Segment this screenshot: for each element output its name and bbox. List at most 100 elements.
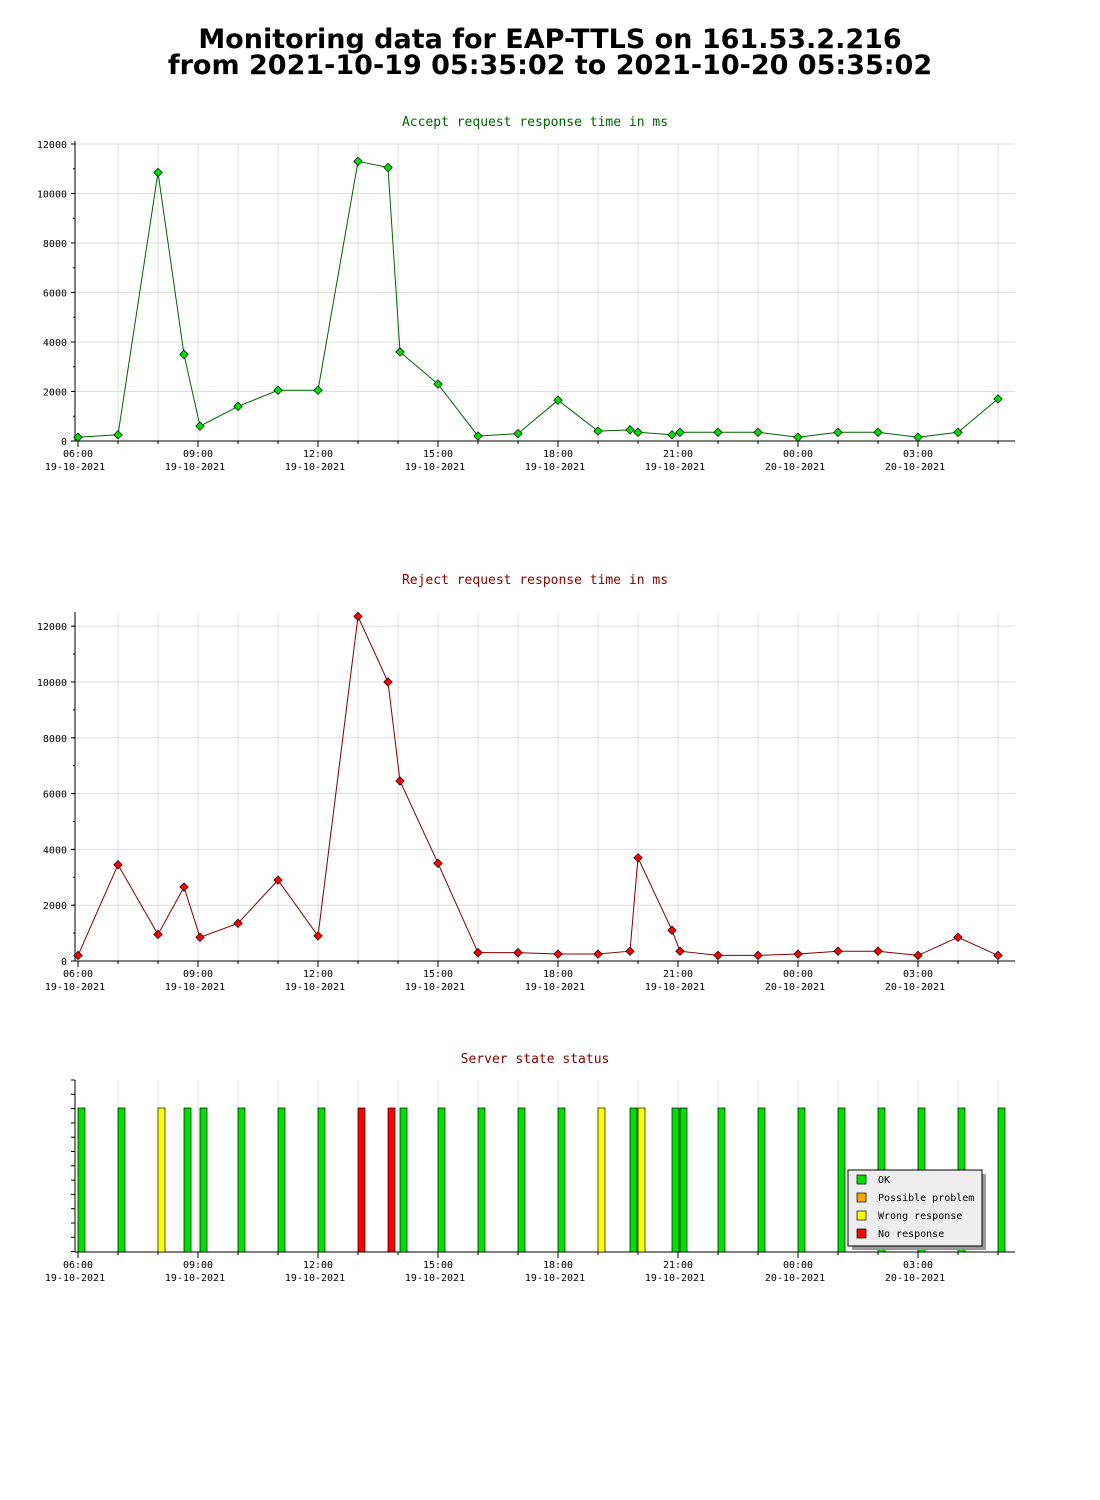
page-title-line-2: from 2021-10-19 05:35:02 to 2021-10-20 0…: [167, 50, 933, 81]
state-bar-ok: [277, 1107, 286, 1253]
state-bar-ok: [757, 1107, 766, 1253]
state-bar-ok: [679, 1107, 688, 1253]
reject-data-point: [633, 853, 643, 863]
accept-x-tick-time: 12:00: [303, 449, 333, 460]
state-bar-ok: [199, 1107, 208, 1253]
state-bar-ok: [399, 1107, 408, 1253]
legend-label-wrong_response: Wrong response: [878, 1211, 962, 1222]
accept-data-point: [73, 432, 83, 442]
state-bar-wrong_response: [637, 1107, 646, 1253]
state-bar-ok: [477, 1107, 486, 1253]
state-bar-ok: [317, 1107, 326, 1253]
accept-y-tick-label: 0: [61, 437, 67, 448]
legend-swatch-no_response: [856, 1228, 867, 1239]
accept-data-point: [753, 427, 763, 438]
accept-x-tick-date: 19-10-2021: [285, 462, 345, 473]
accept-x-tick-date: 20-10-2021: [885, 462, 945, 473]
state-x-tick-time: 12:00: [303, 1260, 333, 1271]
state-x-tick-time: 15:00: [423, 1260, 453, 1271]
reject-y-tick-label: 6000: [43, 790, 67, 801]
accept-y-tick-label: 4000: [43, 338, 67, 349]
state-bar-ok: [671, 1107, 680, 1253]
legend-label-possible_problem: Possible problem: [878, 1193, 974, 1204]
reject-data-point: [395, 776, 405, 786]
accept-y-tick-label: 2000: [43, 388, 67, 399]
state-x-tick-date: 20-10-2021: [765, 1273, 825, 1284]
reject-x-tick-date: 19-10-2021: [45, 982, 105, 993]
state-bar-ok: [997, 1107, 1006, 1253]
reject-data-point: [713, 950, 723, 961]
reject-y-tick-label: 2000: [43, 901, 67, 912]
accept-chart-title: Accept request response time in ms: [402, 115, 668, 130]
state-bar-ok: [77, 1107, 86, 1253]
reject-x-tick-time: 12:00: [303, 969, 333, 980]
accept-data-point: [313, 385, 323, 395]
accept-data-point: [433, 379, 443, 389]
accept-data-point: [113, 430, 123, 440]
state-x-tick-time: 18:00: [543, 1260, 573, 1271]
accept-data-point: [353, 156, 363, 167]
accept-data-point: [993, 394, 1003, 404]
legend-swatch-ok: [856, 1174, 867, 1185]
reject-x-tick-date: 20-10-2021: [765, 982, 825, 993]
state-bar-no_response: [387, 1107, 396, 1253]
accept-x-tick-date: 19-10-2021: [45, 462, 105, 473]
reject-data-point: [913, 950, 923, 961]
state-bar-ok: [183, 1107, 192, 1253]
reject-y-tick-label: 12000: [37, 622, 67, 633]
accept-x-tick-time: 18:00: [543, 449, 573, 460]
state-x-tick-time: 03:00: [903, 1260, 933, 1271]
accept-x-tick-time: 03:00: [903, 449, 933, 460]
accept-y-tick-label: 10000: [37, 190, 67, 201]
state-bar-wrong_response: [597, 1107, 606, 1253]
accept-x-tick-date: 19-10-2021: [525, 462, 585, 473]
reject-x-tick-time: 21:00: [663, 969, 693, 980]
reject-data-point: [593, 949, 603, 959]
state-bar-ok: [437, 1107, 446, 1253]
legend-label-ok: OK: [878, 1175, 890, 1186]
reject-data-point: [993, 950, 1003, 961]
state-x-tick-date: 19-10-2021: [285, 1273, 345, 1284]
state-x-tick-date: 20-10-2021: [885, 1273, 945, 1284]
state-x-tick-date: 19-10-2021: [645, 1273, 705, 1284]
reject-series-line: [77, 614, 999, 956]
state-bar-ok: [629, 1107, 638, 1253]
state-x-tick-time: 09:00: [183, 1260, 213, 1271]
reject-data-point: [273, 875, 283, 885]
reject-data-point: [473, 947, 483, 958]
state-x-tick-date: 19-10-2021: [405, 1273, 465, 1284]
reject-data-point: [113, 860, 123, 870]
reject-x-tick-date: 19-10-2021: [645, 982, 705, 993]
accept-x-tick-time: 09:00: [183, 449, 213, 460]
state-bar-ok: [837, 1107, 846, 1253]
accept-data-point: [553, 395, 563, 405]
accept-data-point: [953, 427, 963, 438]
accept-data-point: [273, 385, 283, 395]
accept-data-point: [395, 347, 405, 357]
reject-chart-title: Reject request response time in ms: [402, 573, 668, 588]
accept-y-tick-label: 6000: [43, 289, 67, 300]
reject-data-point: [233, 918, 243, 929]
reject-data-point: [873, 946, 883, 956]
accept-y-tick-label: 12000: [37, 140, 67, 151]
reject-y-tick-label: 0: [61, 957, 67, 968]
state-chart-title: Server state status: [461, 1052, 610, 1067]
accept-data-point: [675, 427, 685, 438]
state-x-tick-date: 19-10-2021: [165, 1273, 225, 1284]
reject-data-point: [195, 932, 205, 942]
accept-x-tick-time: 06:00: [63, 449, 93, 460]
legend-box: [847, 1169, 983, 1247]
accept-data-point: [473, 431, 483, 441]
state-bar-ok: [517, 1107, 526, 1253]
legend-swatch-wrong_response: [856, 1210, 867, 1221]
state-x-tick-time: 00:00: [783, 1260, 813, 1271]
accept-data-point: [195, 421, 205, 431]
state-bar-wrong_response: [157, 1107, 166, 1253]
reject-x-tick-time: 00:00: [783, 969, 813, 980]
accept-y-tick-label: 8000: [43, 239, 67, 250]
reject-x-tick-date: 19-10-2021: [525, 982, 585, 993]
reject-data-point: [313, 931, 323, 941]
accept-x-tick-date: 19-10-2021: [165, 462, 225, 473]
reject-data-point: [753, 950, 763, 961]
